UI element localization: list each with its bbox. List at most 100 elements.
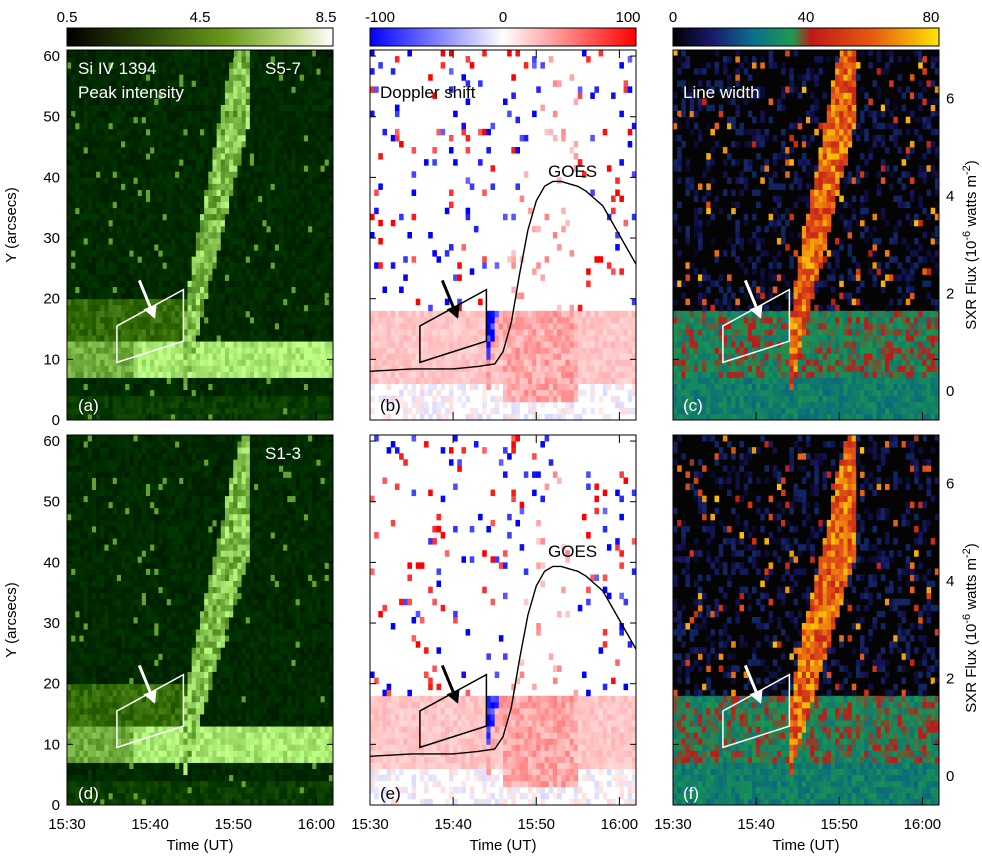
raster-cell [544, 335, 550, 342]
raster-cell [71, 201, 76, 209]
raster-cell [108, 171, 114, 178]
raster-cell [116, 225, 122, 233]
raster-cell [328, 341, 334, 348]
raster-cell [411, 341, 417, 348]
raster-cell [195, 134, 201, 142]
raster-cell [125, 231, 130, 239]
raster-cell [552, 401, 558, 409]
raster-cell [229, 219, 234, 227]
raster-cell [104, 353, 109, 360]
raster-cell [96, 292, 101, 300]
raster-cell [145, 56, 151, 63]
raster-cell [399, 335, 404, 342]
raster-cell [121, 98, 126, 105]
raster-cell [490, 347, 496, 354]
raster-cell [71, 341, 76, 348]
raster-cell [283, 401, 288, 409]
raster-cell [166, 140, 172, 148]
raster-cell [241, 292, 247, 300]
raster-cell [270, 365, 276, 372]
raster-cell [482, 395, 487, 403]
raster-cell [191, 244, 197, 251]
raster-cell [212, 250, 218, 257]
raster-cell [183, 171, 188, 178]
raster-cell [229, 189, 234, 196]
raster-cell [233, 238, 238, 245]
raster-cell [83, 262, 89, 269]
raster-cell [432, 377, 437, 385]
raster-cell [274, 104, 280, 112]
raster-cell [162, 274, 168, 281]
raster-cell [258, 165, 263, 172]
raster-cell [316, 104, 321, 112]
raster-cell [295, 250, 301, 257]
raster-cell [453, 377, 458, 385]
raster-cell [440, 401, 446, 409]
raster-cell [137, 365, 143, 372]
raster-cell [229, 165, 234, 172]
raster-cell [602, 371, 608, 378]
raster-cell [403, 413, 408, 421]
raster-cell [79, 353, 85, 360]
raster-cell [328, 353, 334, 360]
raster-cell [208, 371, 213, 378]
raster-cell [100, 365, 105, 372]
raster-cell [494, 365, 500, 372]
raster-cell [112, 341, 118, 348]
raster-cell [121, 219, 126, 227]
raster-cell [229, 98, 234, 105]
raster-cell [444, 322, 450, 330]
raster-cell [141, 298, 147, 306]
raster-cell [287, 110, 292, 118]
raster-cell [91, 219, 97, 227]
raster-cell [532, 310, 537, 318]
raster-cell [208, 98, 213, 105]
raster-cell [121, 244, 126, 251]
raster-cell [141, 322, 147, 330]
raster-cell [278, 389, 284, 397]
raster-cell [536, 365, 541, 372]
raster-cell [137, 92, 143, 99]
raster-cell [83, 322, 89, 330]
raster-cell [83, 50, 89, 57]
raster-cell [91, 50, 97, 57]
raster-cell [195, 165, 201, 172]
raster-cell [121, 134, 126, 142]
raster-cell [187, 225, 193, 233]
raster-cell [249, 68, 255, 75]
raster-cell [112, 322, 118, 330]
raster-cell [87, 244, 93, 251]
raster-cell [87, 407, 93, 415]
raster-cell [565, 359, 570, 366]
raster-cell [316, 219, 321, 227]
raster-cell [515, 341, 521, 348]
raster-cell [158, 359, 163, 366]
raster-cell [266, 80, 272, 87]
raster-cell [208, 122, 213, 130]
raster-cell [598, 347, 604, 354]
raster-cell [266, 292, 272, 300]
raster-cell [195, 189, 201, 196]
raster-cell [195, 56, 201, 63]
raster-cell [121, 207, 126, 215]
raster-cell [419, 341, 425, 348]
raster-cell [108, 377, 114, 385]
raster-cell [212, 383, 218, 391]
raster-cell [204, 262, 209, 269]
raster-cell [112, 116, 118, 124]
raster-cell [507, 395, 512, 403]
raster-cell [569, 371, 575, 378]
raster-cell [241, 377, 247, 385]
raster-cell [478, 329, 483, 336]
raster-cell [233, 274, 238, 281]
raster-cell [233, 225, 238, 233]
raster-cell [108, 225, 114, 233]
raster-cell [162, 195, 168, 203]
raster-cell [79, 401, 85, 409]
raster-cell [125, 395, 130, 403]
raster-cell [303, 153, 309, 160]
raster-cell [573, 383, 579, 391]
raster-cell [324, 177, 330, 184]
raster-cell [116, 201, 122, 209]
raster-cell [278, 407, 284, 415]
